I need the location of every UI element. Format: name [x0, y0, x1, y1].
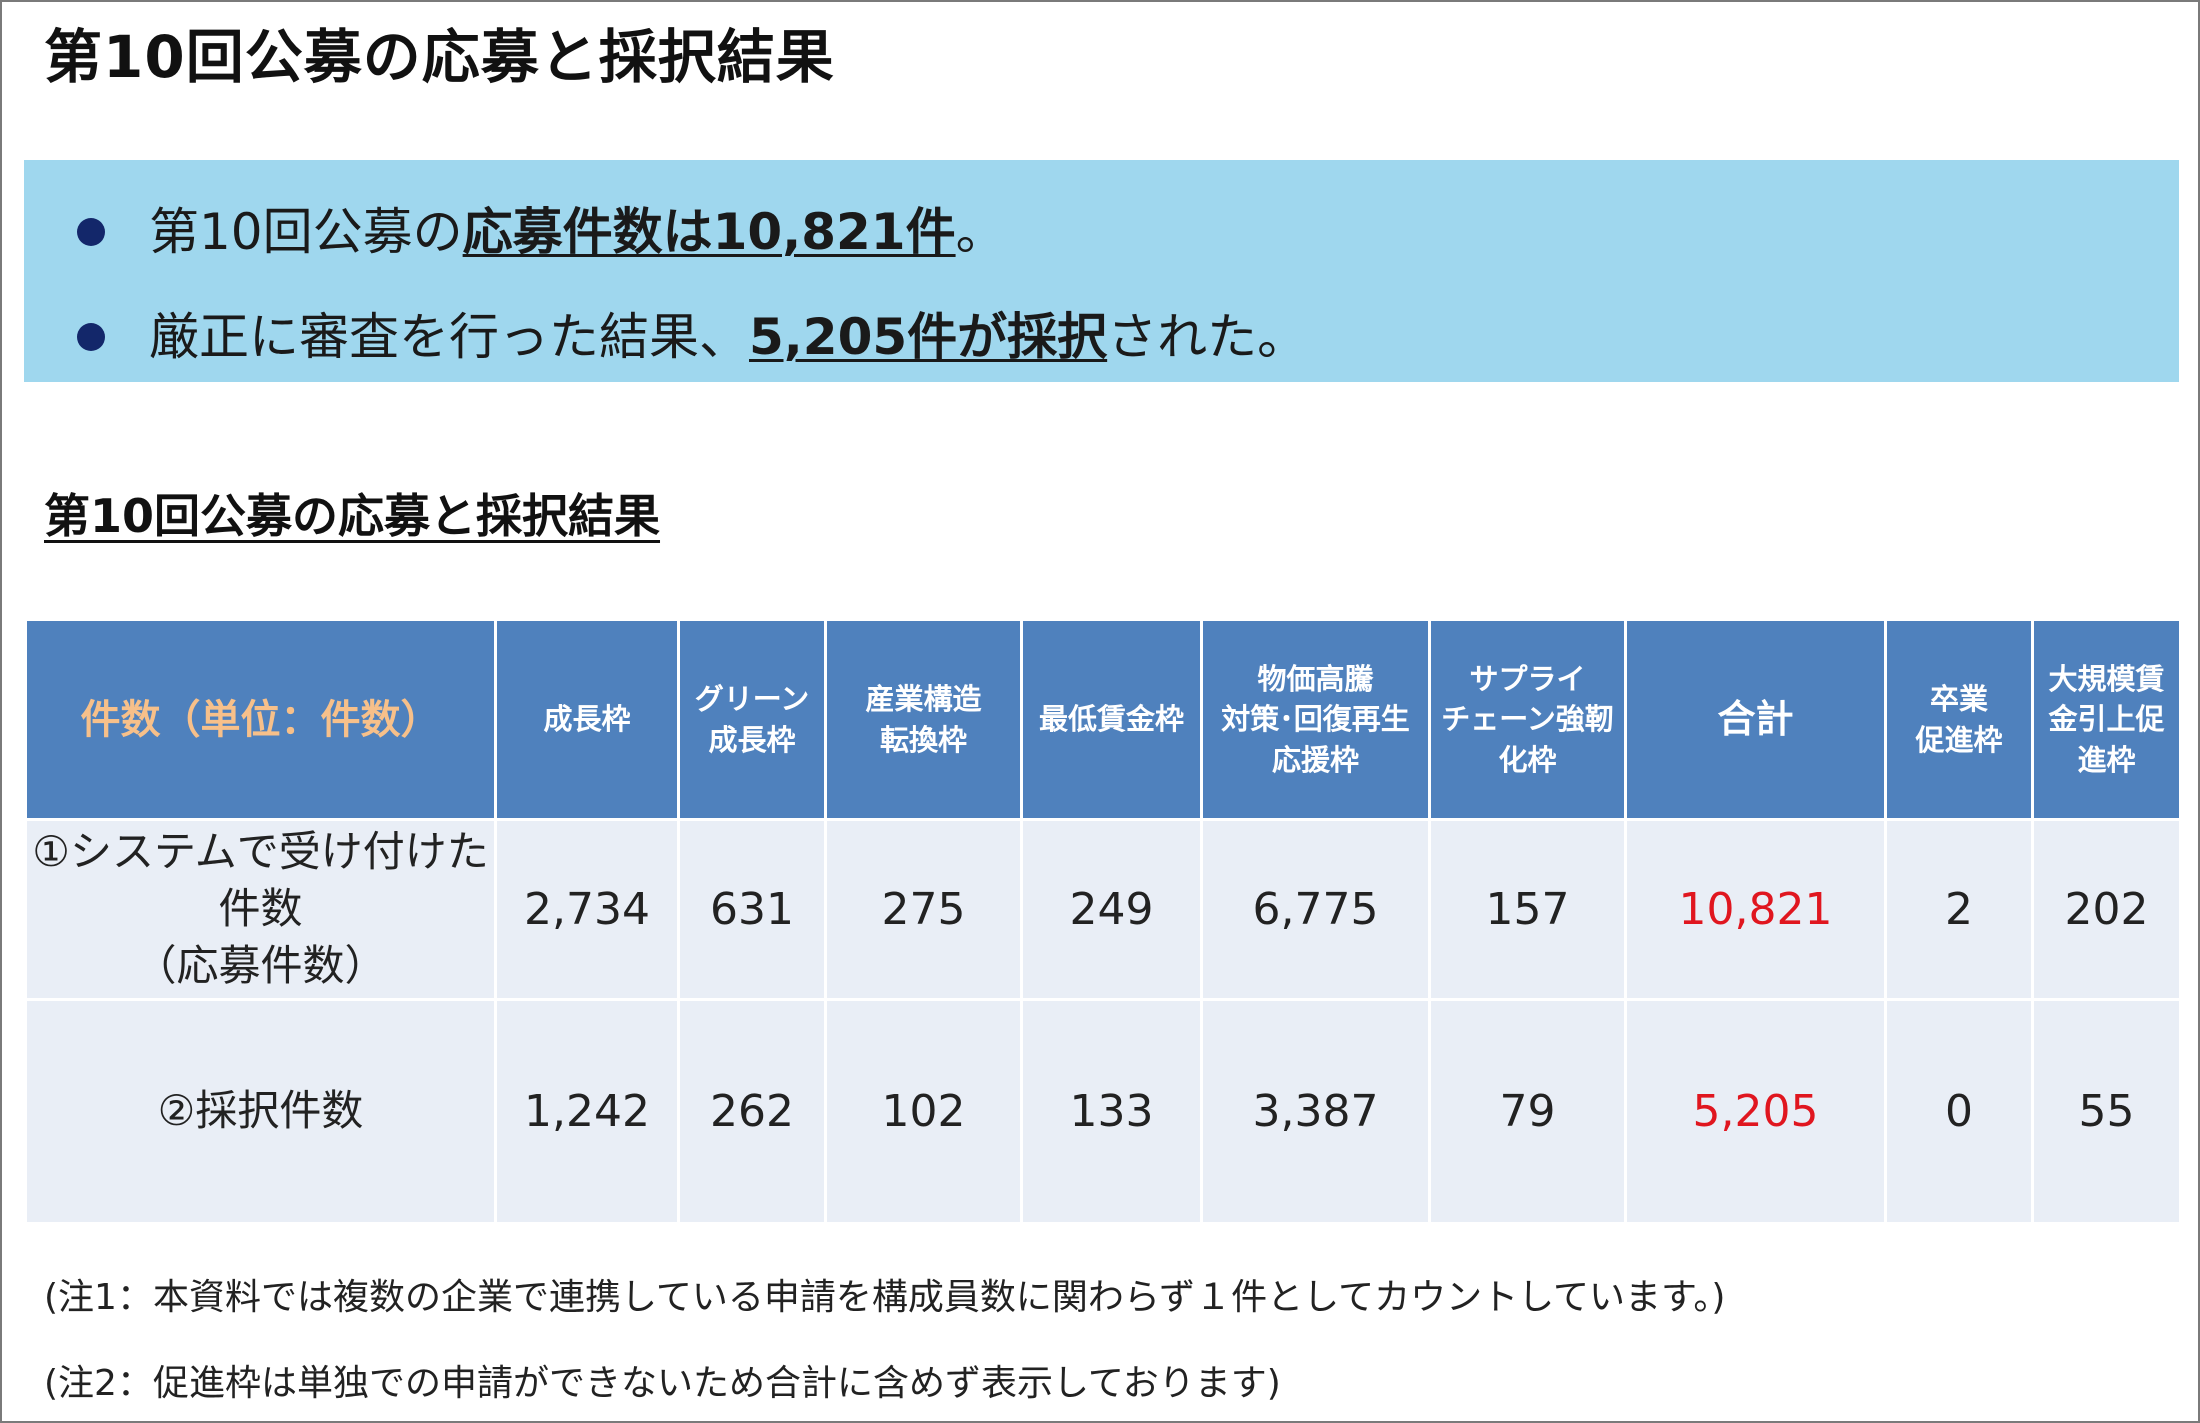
cell-value: 631: [677, 818, 827, 1001]
row-label-adoptions: ②採択件数: [24, 998, 497, 1225]
cell-total: 5,205: [1624, 998, 1887, 1225]
header-row: 件数（単位：件数） 成長枠 グリーン 成長枠 産業構造 転換枠 最低賃金枠 物価高騰…: [24, 618, 2182, 821]
bullet-text-pre: 厳正に審査を行った結果、: [149, 308, 749, 366]
summary-box: [24, 160, 2179, 382]
summary-bullet-applications: 第10回公募の応募件数は10,821件。: [77, 192, 1006, 264]
cell-value: 55: [2031, 998, 2182, 1225]
section-title: 第10回公募の応募と採択結果: [44, 489, 661, 543]
cell-value: 133: [1020, 998, 1203, 1225]
summary-bullet-adoptions: 厳正に審査を行った結果、5,205件が採択された。: [77, 297, 1307, 369]
col-header-supply-chain: サプライ チェーン強靭 化枠: [1428, 618, 1627, 821]
col-header-minimum-wage: 最低賃金枠: [1020, 618, 1203, 821]
cell-value: 3,387: [1200, 998, 1431, 1225]
col-header-large-wage-raise: 大規模賃 金引上促 進枠: [2031, 618, 2182, 821]
col-header-growth: 成長枠: [494, 618, 680, 821]
footnote-1: (注1：本資料では複数の企業で連携している申請を構成員数に関わらず１件としてカウ…: [44, 1277, 1726, 1318]
cell-value: 0: [1884, 998, 2034, 1225]
cell-value: 6,775: [1200, 818, 1431, 1001]
bullet-highlight: 応募件数は10,821件: [462, 203, 956, 261]
bullet-dot-icon: [77, 322, 105, 351]
page-title: 第10回公募の応募と採択結果: [44, 23, 835, 91]
bullet-text-post: された。: [1107, 308, 1308, 366]
col-header-green-growth: グリーン 成長枠: [677, 618, 827, 821]
table-row: ①システムで受け付けた 件数 （応募件数） 2,734 631 275 249 6,…: [24, 818, 2182, 1001]
cell-value: 2: [1884, 818, 2034, 1001]
bullet-text-post: 。: [955, 203, 1006, 261]
cell-value: 79: [1428, 998, 1627, 1225]
bullet-dot-icon: [77, 217, 105, 246]
cell-total: 10,821: [1624, 818, 1887, 1001]
col-header-graduation: 卒業 促進枠: [1884, 618, 2034, 821]
cell-value: 275: [824, 818, 1023, 1001]
table-row: ②採択件数 1,242 262 102 133 3,387 79 5,205 0…: [24, 998, 2182, 1225]
cell-value: 2,734: [494, 818, 680, 1001]
col-header-price-surge: 物価高騰 対策･回復再生 応援枠: [1200, 618, 1431, 821]
col-header-industry-restructuring: 産業構造 転換枠: [824, 618, 1023, 821]
col-header-total: 合計: [1624, 618, 1887, 821]
cell-value: 1,242: [494, 998, 680, 1225]
bullet-text-pre: 第10回公募の: [149, 203, 463, 261]
results-table: 件数（単位：件数） 成長枠 グリーン 成長枠 産業構造 転換枠 最低賃金枠 物価高騰…: [24, 618, 2182, 1225]
corner-header: 件数（単位：件数）: [24, 618, 497, 821]
row-label-applications: ①システムで受け付けた 件数 （応募件数）: [24, 818, 497, 1001]
cell-value: 102: [824, 998, 1023, 1225]
footnote-2: (注2：促進枠は単独での申請ができないため合計に含めず表示しております): [44, 1363, 1281, 1404]
cell-value: 249: [1020, 818, 1203, 1001]
cell-value: 157: [1428, 818, 1627, 1001]
bullet-highlight: 5,205件が採択: [749, 308, 1108, 366]
cell-value: 262: [677, 998, 827, 1225]
cell-value: 202: [2031, 818, 2182, 1001]
